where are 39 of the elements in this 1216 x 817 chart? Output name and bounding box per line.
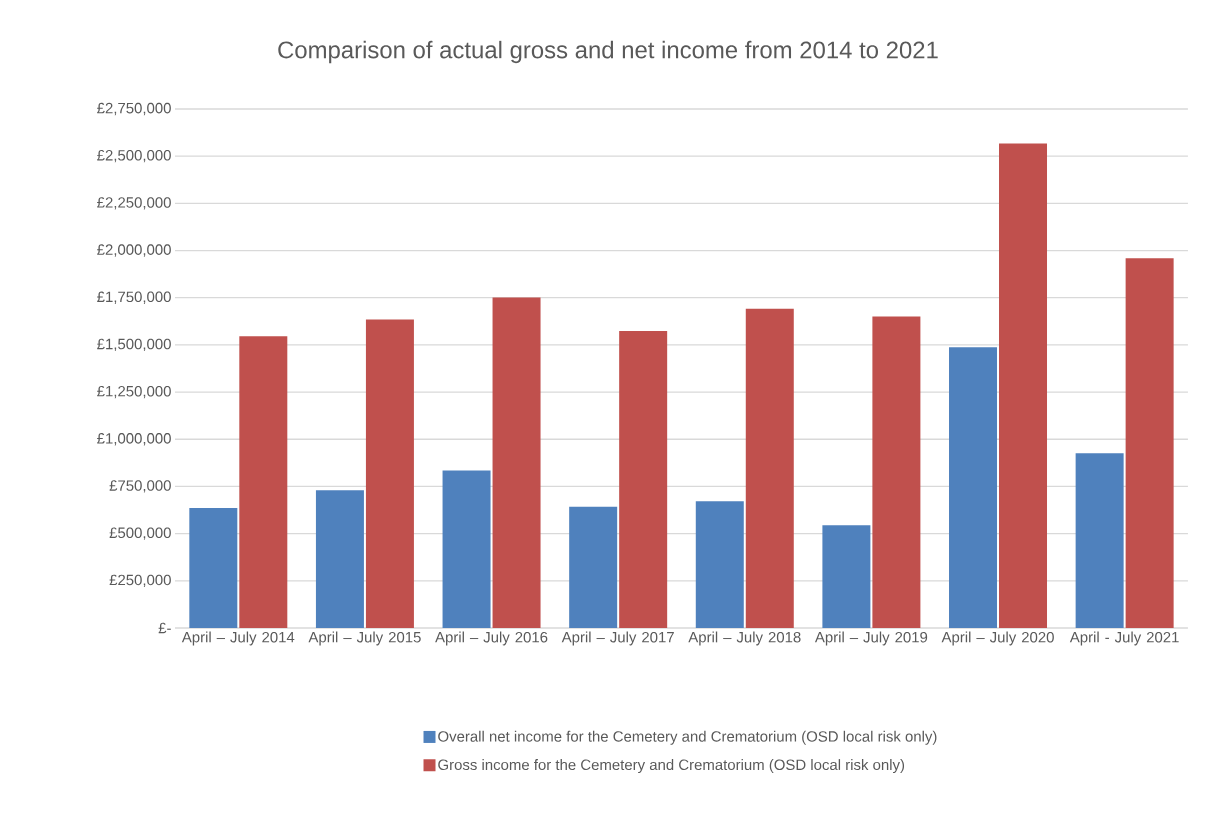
- x-tick-label: April – July 2018: [688, 631, 801, 646]
- y-tick-label: £1,750,000: [97, 291, 171, 304]
- bar: [315, 490, 364, 628]
- x-tick-label: April – July 2019: [814, 631, 928, 646]
- bar: [619, 330, 668, 628]
- bar: [745, 308, 794, 628]
- x-tick-label: April – July 2020: [941, 631, 1054, 646]
- x-tick-label: April – July 2016: [435, 631, 548, 646]
- y-tick-label: £2,750,000: [97, 102, 171, 116]
- bar: [189, 507, 238, 628]
- bar: [365, 319, 414, 628]
- bar: [1075, 453, 1124, 628]
- y-tick-label: £750,000: [109, 480, 171, 493]
- y-tick-label: £1,250,000: [97, 385, 171, 399]
- y-tick-label: £500,000: [109, 527, 171, 540]
- x-tick-label: April - July 2021: [1069, 631, 1179, 646]
- y-tick-label: £-: [158, 622, 171, 634]
- bar: [442, 470, 491, 628]
- legend-label: Gross income for the Cemetery and Crematorium (OSD local risk only): [438, 759, 905, 774]
- y-tick-label: £250,000: [109, 574, 171, 587]
- x-tick-label: April – July 2017: [561, 631, 674, 646]
- bar: [949, 347, 998, 628]
- chart-title: Comparison of actual gross and net income from 2014 to 2021: [278, 40, 938, 64]
- legend-label: Overall net income for the Cemetery and Crematorium (OSD local risk only): [438, 730, 937, 745]
- bar: [1125, 258, 1174, 628]
- bar: [695, 501, 744, 628]
- bar: [822, 525, 871, 628]
- y-tick-label: £1,500,000: [97, 338, 171, 352]
- bar: [492, 297, 541, 628]
- bar: [999, 143, 1048, 628]
- y-tick-label: £2,500,000: [97, 149, 171, 163]
- x-tick-label: April – July 2014: [181, 631, 295, 646]
- x-tick-label: April – July 2015: [308, 631, 421, 646]
- y-tick-label: £2,000,000: [97, 244, 171, 257]
- bar: [569, 506, 618, 628]
- bar: [872, 316, 921, 628]
- bar: [239, 336, 288, 628]
- y-tick-label: £2,250,000: [97, 197, 171, 210]
- y-tick-label: £1,000,000: [97, 433, 171, 446]
